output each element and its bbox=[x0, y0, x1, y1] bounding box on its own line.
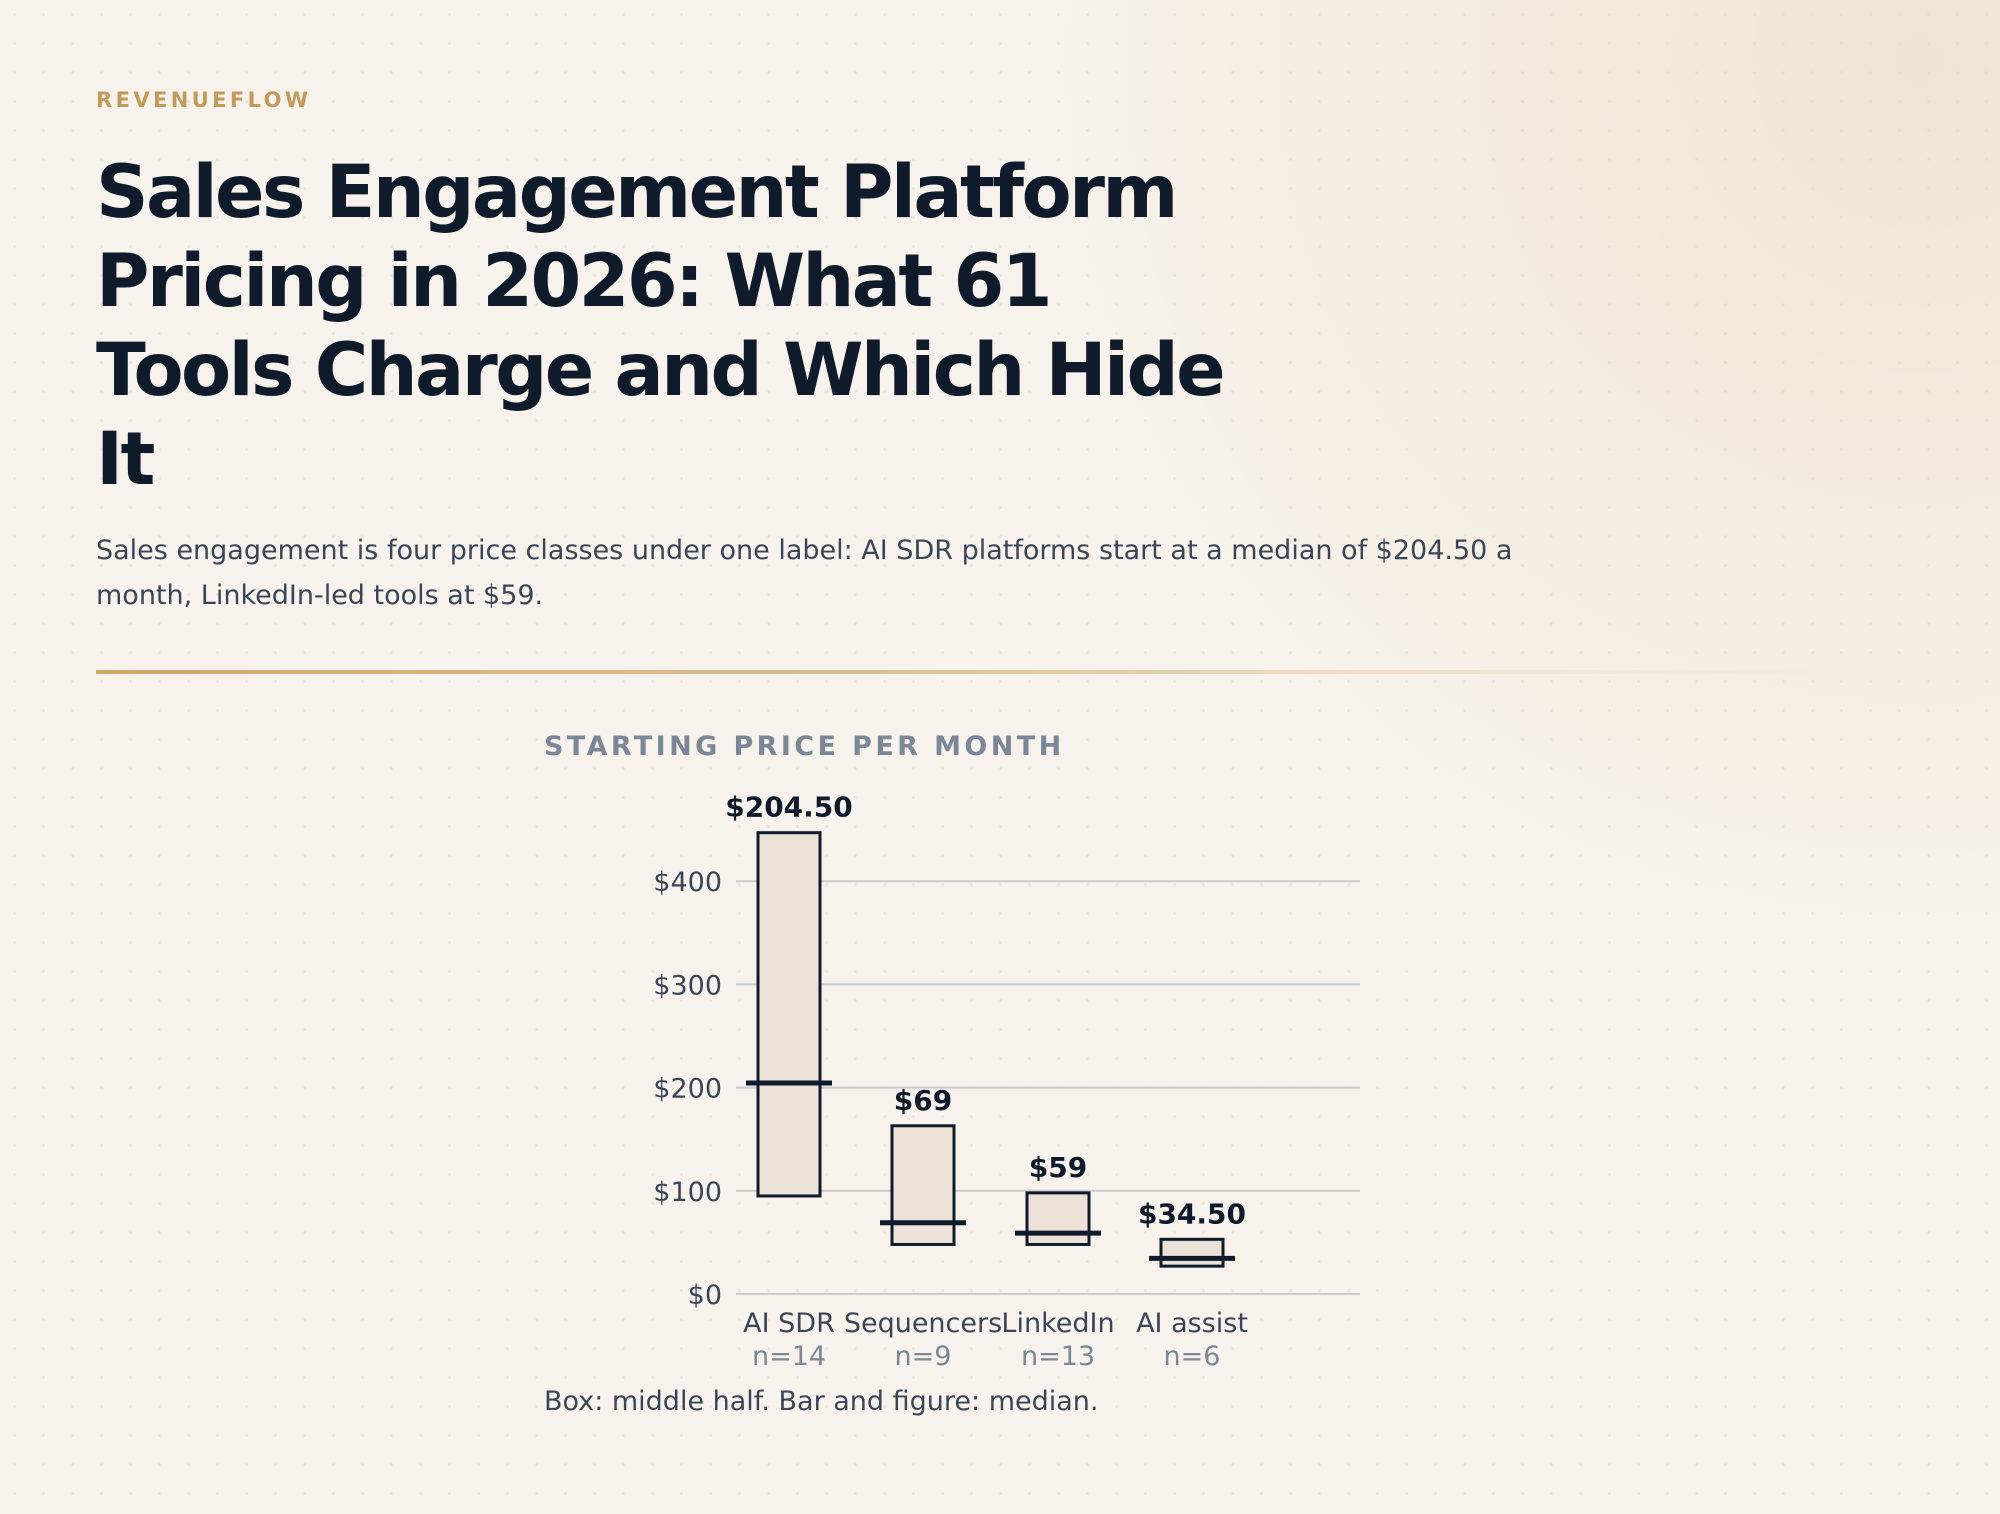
box-sequencers bbox=[890, 1124, 956, 1246]
median-label-ai-assist: $34.50 bbox=[1138, 1197, 1246, 1230]
box-linkedin bbox=[1025, 1191, 1091, 1246]
n-label-ai-assist: n=6 bbox=[1164, 1341, 1221, 1372]
y-tick-label-0: $0 bbox=[688, 1280, 722, 1311]
chart-gridlines bbox=[736, 880, 1360, 1295]
x-label-linkedin: LinkedIn bbox=[1001, 1308, 1114, 1339]
median-label-linkedin: $59 bbox=[1029, 1151, 1087, 1184]
x-label-sequencers: Sequencers bbox=[844, 1308, 1002, 1339]
y-tick-label-300: $300 bbox=[653, 970, 722, 1001]
box-ai-assist bbox=[1159, 1237, 1225, 1268]
box-ai-sdr bbox=[756, 831, 822, 1198]
chart-y-ticks: $0 $100 $200 $300 $400 bbox=[653, 867, 722, 1311]
chart-boxes: $204.50 $69 $59 $34.50 bbox=[725, 791, 1246, 1268]
median-label-ai-sdr: $204.50 bbox=[725, 791, 853, 824]
brand-label: REVENUEFLOW bbox=[96, 88, 312, 112]
page-subtitle: Sales engagement is four price classes u… bbox=[96, 535, 1513, 611]
n-label-ai-sdr: n=14 bbox=[752, 1341, 826, 1372]
chart-caption: Box: middle half. Bar and figure: median… bbox=[544, 1386, 1099, 1417]
x-label-ai-sdr: AI SDR bbox=[743, 1308, 835, 1339]
page-title: Sales Engagement Platform Pricing in 202… bbox=[96, 150, 1226, 502]
x-label-ai-assist: AI assist bbox=[1136, 1308, 1248, 1339]
divider-rule bbox=[96, 670, 1836, 674]
y-tick-label-400: $400 bbox=[653, 867, 722, 898]
n-label-linkedin: n=13 bbox=[1021, 1341, 1095, 1372]
y-tick-label-200: $200 bbox=[653, 1074, 722, 1105]
chart-title: STARTING PRICE PER MONTH bbox=[544, 731, 1065, 762]
median-label-sequencers: $69 bbox=[894, 1084, 952, 1117]
n-label-sequencers: n=9 bbox=[895, 1341, 952, 1372]
y-tick-label-100: $100 bbox=[653, 1177, 722, 1208]
